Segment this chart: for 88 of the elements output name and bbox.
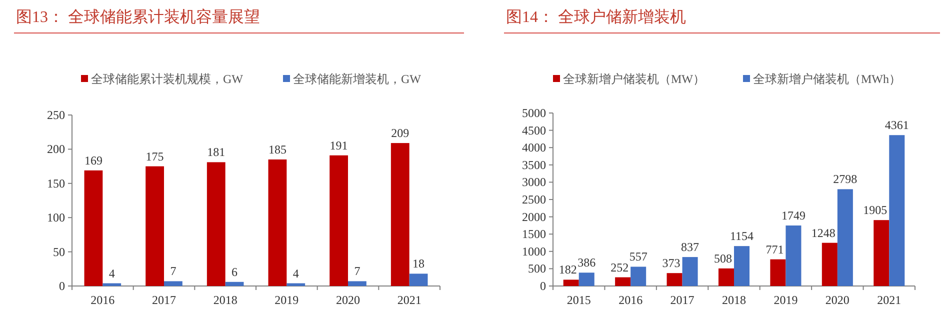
y-tick-label: 3000 (522, 175, 546, 190)
y-tick-label: 250 (47, 108, 65, 122)
legend-label: 全球新增户储装机（MW） (563, 72, 705, 86)
data-label: 18 (412, 256, 425, 271)
data-label: 508 (714, 251, 732, 266)
data-label: 6 (232, 264, 238, 279)
bar (682, 257, 698, 286)
x-tick-label: 2016 (618, 293, 643, 307)
x-tick-label: 2017 (152, 293, 176, 307)
data-label: 7 (170, 264, 176, 278)
data-label: 7 (354, 264, 360, 278)
bar (102, 283, 122, 286)
data-label: 771 (766, 242, 784, 256)
y-tick-label: 2500 (522, 192, 546, 206)
data-label: 1905 (863, 203, 888, 218)
x-tick-label: 2020 (336, 293, 360, 307)
bar (874, 220, 890, 286)
bar (786, 225, 802, 286)
y-tick-label: 500 (528, 262, 546, 276)
data-label: 386 (578, 256, 596, 270)
x-tick-label: 2019 (274, 293, 299, 307)
bar (770, 259, 786, 286)
y-tick-label: 0 (540, 279, 546, 293)
data-label: 2798 (833, 172, 858, 186)
y-tick-label: 4500 (522, 123, 546, 138)
data-label: 4 (292, 266, 299, 280)
legend-label: 全球储能新增装机，GW (293, 72, 422, 86)
bar (206, 162, 226, 286)
bar (666, 273, 682, 286)
y-tick-label: 1000 (522, 244, 546, 258)
bar (286, 283, 306, 286)
chart-title: 图14： 全球户储新增装机 (506, 8, 686, 26)
bar (630, 266, 646, 286)
bar (390, 143, 410, 286)
data-label: 185 (268, 142, 286, 156)
bar (225, 282, 244, 286)
bar (837, 189, 853, 286)
bar (348, 281, 366, 286)
bar (563, 280, 579, 286)
bar (578, 272, 594, 286)
bar (268, 159, 287, 286)
bar (146, 166, 164, 286)
y-tick-label: 150 (47, 176, 65, 190)
data-label: 182 (558, 262, 577, 277)
y-tick-label: 1500 (522, 227, 546, 242)
data-label: 191 (330, 138, 348, 152)
x-tick-label: 2018 (213, 293, 238, 307)
y-tick-label: 4000 (522, 140, 546, 155)
data-label: 169 (84, 153, 102, 168)
data-label: 181 (207, 145, 226, 160)
legend-label: 全球新增户储装机（MWh） (753, 72, 901, 86)
x-tick-label: 2019 (774, 293, 798, 307)
data-label: 1248 (811, 226, 836, 240)
chart-title: 图13： 全球储能累计装机容量展望 (16, 8, 260, 26)
bar (718, 268, 734, 286)
x-tick-label: 2021 (877, 293, 902, 307)
data-label: 373 (662, 256, 680, 270)
bar (889, 135, 905, 286)
data-label: 1749 (781, 208, 806, 222)
data-label: 557 (629, 250, 648, 264)
data-label: 1154 (730, 229, 754, 244)
y-tick-label: 100 (47, 210, 65, 225)
legend-label: 全球储能累计装机规模，GW (91, 72, 244, 86)
bar (330, 155, 348, 286)
bar (822, 242, 838, 286)
bar (409, 274, 428, 286)
x-tick-label: 2021 (397, 293, 422, 307)
data-label: 4 (108, 266, 115, 280)
y-tick-label: 0 (59, 279, 65, 293)
x-tick-label: 2018 (722, 293, 746, 307)
y-tick-label: 2000 (522, 210, 546, 224)
y-tick-label: 3500 (522, 158, 546, 172)
data-label: 837 (681, 240, 700, 254)
x-tick-label: 2020 (825, 293, 850, 307)
x-tick-label: 2015 (566, 293, 591, 307)
bar (734, 246, 750, 286)
bar (615, 277, 631, 286)
y-tick-label: 5000 (522, 106, 546, 120)
y-tick-label: 200 (47, 142, 65, 156)
data-label: 4361 (884, 118, 909, 132)
data-label: 209 (391, 126, 410, 140)
data-label: 252 (610, 260, 629, 274)
x-tick-label: 2016 (90, 293, 115, 307)
x-tick-label: 2017 (670, 293, 694, 307)
data-label: 175 (146, 149, 164, 164)
bar (84, 170, 103, 286)
y-tick-label: 50 (53, 244, 65, 259)
bar (164, 281, 182, 286)
